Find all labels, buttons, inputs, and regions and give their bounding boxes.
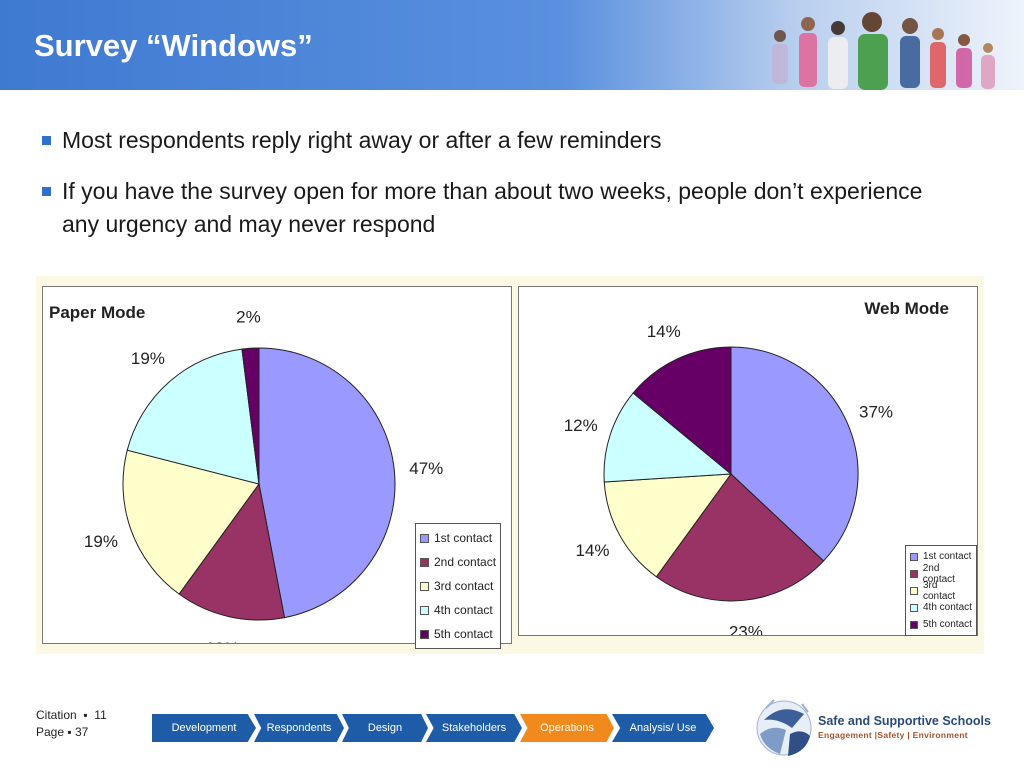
legend-item: 4th contact [420, 598, 496, 622]
legend-swatch [910, 603, 918, 612]
legend-swatch [910, 569, 918, 578]
legend-label: 1st contact [923, 551, 972, 562]
slice-label-2: 13% [205, 639, 239, 643]
pie-slice-2 [655, 473, 825, 602]
pie-slice-4 [126, 348, 260, 485]
web-pie: 37% 23% 14% 12% 14% [564, 322, 893, 635]
legend-swatch [420, 533, 429, 543]
legend-label: 4th contact [923, 602, 972, 613]
legend-label: 3rd contact [434, 579, 494, 593]
bullet-text: Most respondents reply right away or aft… [62, 127, 662, 153]
nav-step-analysis-use[interactable]: Analysis/ Use [612, 714, 714, 742]
page-label: Page [36, 725, 65, 739]
pie-slice-4 [603, 392, 733, 483]
logo-name: Safe and Supportive Schools [818, 714, 991, 728]
web-mode-chart: 37% 23% 14% 12% 14% Web Mode 1st contact 2nd … [518, 286, 978, 636]
charts-container: 47%13%19%19%2% Paper Mode 1st contact2nd… [36, 276, 984, 654]
legend-swatch [910, 620, 918, 629]
legend-label: 5th contact [923, 619, 972, 630]
legend-item: 2nd contact [910, 562, 972, 585]
legend-label: 5th contact [434, 627, 493, 641]
legend-item: 4th contact [910, 599, 972, 616]
chart-title: Web Mode [864, 299, 949, 318]
page-value: 37 [74, 725, 89, 739]
legend-item: 1st contact [910, 548, 972, 565]
bullet-text: If you have the survey open for more tha… [62, 178, 923, 237]
legend-label: 1st contact [434, 531, 493, 545]
slice-label-1: 47% [409, 459, 443, 478]
bullet-marker [42, 136, 51, 145]
slice-label-5: 2% [236, 307, 261, 326]
nav-step-development[interactable]: Development [152, 714, 256, 742]
paper-pie: 47% 13% 19% 19% 2% [84, 307, 443, 643]
slice-label-4: 12% [564, 416, 598, 435]
slice-label-5: 14% [647, 322, 681, 341]
pie-slice-5 [632, 346, 732, 476]
process-nav: Development Respondents Design Stakeholders… [152, 714, 714, 742]
pie-slice-3 [122, 449, 260, 595]
pie-slice-1 [730, 346, 859, 562]
logo-tagline: Engagement |Safety | Environment [818, 730, 968, 740]
slide-title: Survey “Windows” [34, 28, 313, 63]
legend-item: 5th contact [420, 622, 496, 646]
legend-label: 4th contact [434, 603, 493, 617]
nav-step-respondents[interactable]: Respondents [254, 714, 344, 742]
slice-label-3: 19% [84, 532, 118, 551]
pie-slice-1 [258, 347, 396, 619]
chart-title: Paper Mode [49, 303, 146, 322]
bullet-item: Most respondents reply right away or aft… [38, 124, 938, 157]
paper-legend: 1st contact 2nd contact 3rd contact 4th con… [415, 523, 502, 649]
slice-label-1: 37% [859, 402, 893, 421]
bullet-item: If you have the survey open for more tha… [38, 175, 938, 241]
legend-item: 1st contact [420, 526, 496, 550]
school-logo: Safe and Supportive Schools Engagement |… [752, 694, 1022, 762]
nav-step-stakeholders[interactable]: Stakeholders [426, 714, 522, 742]
bullet-marker [42, 187, 51, 196]
paper-mode-chart: 47% 13% 19% 19% 2% Paper Mode 1st contact 2nd… [42, 286, 512, 649]
web-legend: 1st contact 2nd contact 3rd contact 4th con… [905, 545, 977, 636]
legend-swatch [420, 605, 429, 615]
legend-item: 2nd contact [420, 550, 496, 574]
nav-step-operations[interactable]: Operations [520, 714, 614, 742]
bullet-list: Most respondents reply right away or aft… [38, 124, 938, 259]
legend-swatch [910, 552, 918, 561]
slice-label-3: 14% [576, 541, 610, 560]
title-banner: Survey “Windows” [0, 0, 1024, 90]
pie-slice-2 [178, 482, 286, 621]
slice-label-2: 23% [729, 622, 763, 635]
legend-swatch [420, 629, 429, 639]
students-photo [772, 12, 995, 90]
nav-step-design[interactable]: Design [342, 714, 428, 742]
pie-slice-3 [603, 473, 733, 578]
legend-swatch [910, 586, 918, 595]
legend-item: 5th contact [910, 616, 972, 633]
citation-block: Citation ▪ 11 Page ▪ 37 [36, 708, 107, 739]
pie-slice-5 [241, 347, 260, 485]
legend-item: 3rd contact [910, 579, 972, 602]
legend-label: 2nd contact [922, 562, 955, 585]
globe-logo-icon [756, 699, 812, 756]
citation-label: Citation [36, 708, 77, 722]
legend-label: 2nd contact [434, 555, 497, 569]
citation-value: 11 [94, 708, 107, 722]
legend-item: 3rd contact [420, 574, 496, 598]
legend-swatch [420, 581, 429, 591]
legend-swatch [420, 557, 429, 567]
legend-label: 3rd contact [922, 579, 956, 602]
slice-label-4: 19% [131, 349, 165, 368]
